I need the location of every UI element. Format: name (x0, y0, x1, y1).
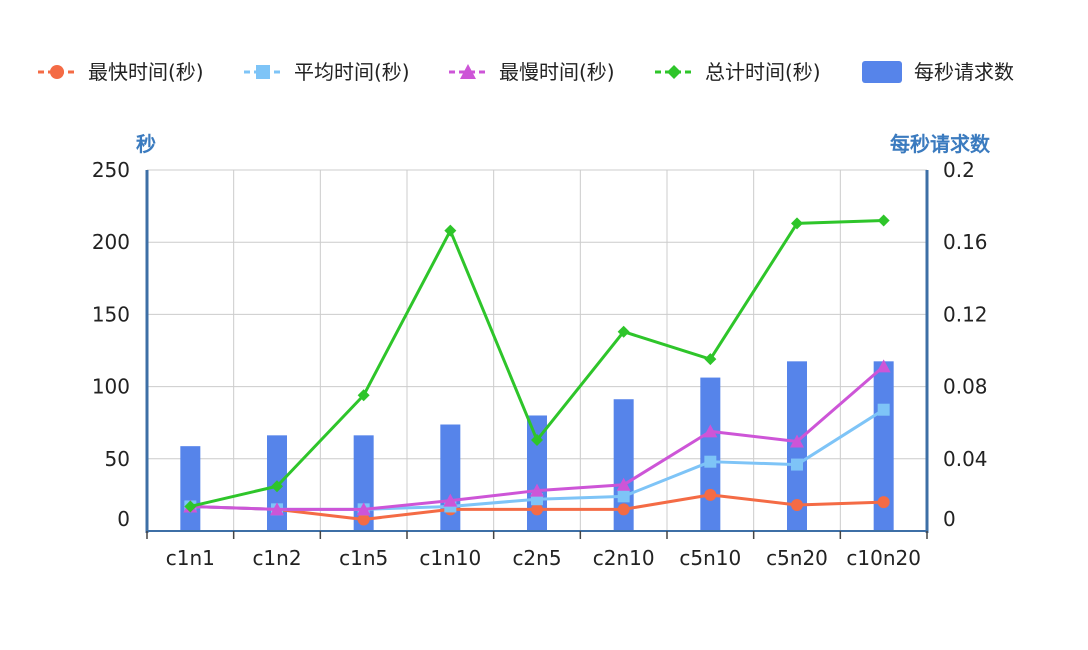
data-point (703, 424, 718, 438)
data-point (617, 503, 630, 516)
data-point (271, 480, 283, 493)
data-point (704, 353, 717, 366)
legend-label: 每秒请求数 (914, 60, 1014, 84)
data-point (790, 434, 804, 448)
left-axis-label: 秒 (136, 132, 156, 156)
data-point (531, 503, 543, 516)
left-tick-label: 50 (105, 447, 130, 471)
data-point (530, 483, 544, 497)
legend: 最快时间(秒) 平均时间(秒) 最慢时间(秒) 总计时间(秒) 每秒请求数 (38, 60, 1014, 84)
left-tick-label: 0 (117, 507, 130, 531)
category-label: c2n10 (593, 546, 655, 570)
data-point (357, 513, 370, 526)
legend-marker (50, 65, 64, 79)
legend-marker (256, 65, 270, 79)
data-point (791, 499, 803, 512)
legend-swatch-bar (862, 61, 902, 83)
data-point (270, 502, 284, 516)
data-point (357, 389, 370, 402)
axes: 0 50 100 150 200 250 0 0.04 0.08 0.12 0.16 0.2 c1n1 c… (92, 158, 988, 570)
right-tick-label: 0.12 (943, 302, 988, 326)
right-tick-label: 0.16 (943, 230, 988, 254)
category-label: c1n1 (166, 546, 215, 570)
data-point (877, 496, 890, 509)
category-label: c1n5 (339, 546, 388, 570)
right-tick-label: 0.2 (943, 158, 975, 182)
data-point (356, 502, 371, 516)
category-label: c5n20 (766, 546, 828, 570)
left-tick-label: 200 (92, 230, 130, 254)
legend-label: 总计时间(秒) (705, 60, 821, 84)
legend-marker (460, 64, 476, 79)
category-label: c5n10 (679, 546, 741, 570)
data-point (617, 490, 630, 503)
data-point (791, 217, 803, 230)
data-point (444, 224, 457, 237)
data-point (616, 477, 631, 491)
data-point (531, 434, 543, 447)
left-tick-label: 100 (92, 375, 130, 399)
category-label: c10n20 (846, 546, 921, 570)
bar (180, 446, 201, 531)
left-tick-label: 250 (92, 158, 130, 182)
line-series (183, 214, 891, 526)
data-point (876, 359, 891, 373)
data-point (704, 488, 717, 501)
data-point (877, 403, 890, 416)
data-point (617, 325, 630, 338)
right-tick-label: 0 (943, 507, 956, 531)
category-label: c1n10 (419, 546, 481, 570)
legend-label: 最慢时间(秒) (499, 60, 615, 84)
category-label: c2n5 (512, 546, 561, 570)
legend-label: 平均时间(秒) (294, 60, 410, 84)
data-point (184, 500, 197, 513)
right-axis-label: 每秒请求数 (890, 132, 991, 156)
data-point (443, 493, 458, 507)
right-tick-label: 0.04 (943, 447, 988, 471)
data-point (704, 455, 717, 468)
legend-marker (667, 65, 681, 79)
right-tick-label: 0.08 (943, 375, 988, 399)
data-point (877, 214, 890, 227)
left-tick-label: 150 (92, 302, 130, 326)
category-label: c1n2 (252, 546, 301, 570)
bar (700, 377, 721, 531)
data-point (791, 458, 803, 471)
legend-label: 最快时间(秒) (88, 60, 204, 84)
